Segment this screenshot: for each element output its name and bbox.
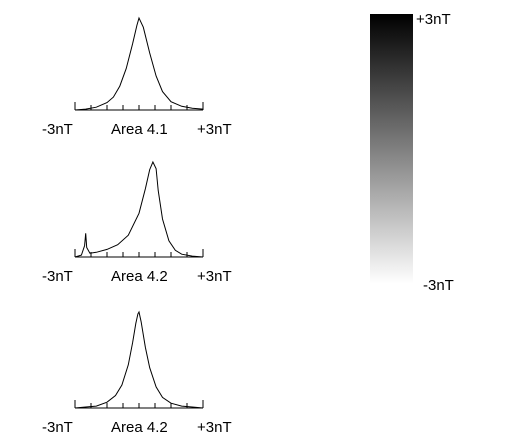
distribution-curve <box>74 16 204 111</box>
distribution-curve <box>74 160 204 258</box>
colorbar-top-label: +3nT <box>416 11 451 28</box>
area-label: Area 4.1 <box>111 121 168 138</box>
range-max-label: +3nT <box>197 419 232 436</box>
range-max-label: +3nT <box>197 268 232 285</box>
distribution-curve <box>74 310 204 409</box>
area-label: Area 4.2 <box>111 268 168 285</box>
colorbar: +3nT -3nT <box>370 11 454 294</box>
area-label: Area 4.2 <box>111 419 168 436</box>
histogram-panels: -3nT Area 4.1 +3nT -3nT Area 4.2 +3nT -3nT Area… <box>42 16 232 436</box>
colorbar-bottom-label: -3nT <box>423 277 454 294</box>
colorbar-gradient <box>370 14 413 284</box>
range-min-label: -3nT <box>42 268 73 285</box>
range-min-label: -3nT <box>42 419 73 436</box>
histogram-panel-3: -3nT Area 4.2 +3nT <box>42 310 232 436</box>
histogram-panel-2: -3nT Area 4.2 +3nT <box>42 160 232 285</box>
range-min-label: -3nT <box>42 121 73 138</box>
range-max-label: +3nT <box>197 121 232 138</box>
histogram-panel-1: -3nT Area 4.1 +3nT <box>42 16 232 138</box>
